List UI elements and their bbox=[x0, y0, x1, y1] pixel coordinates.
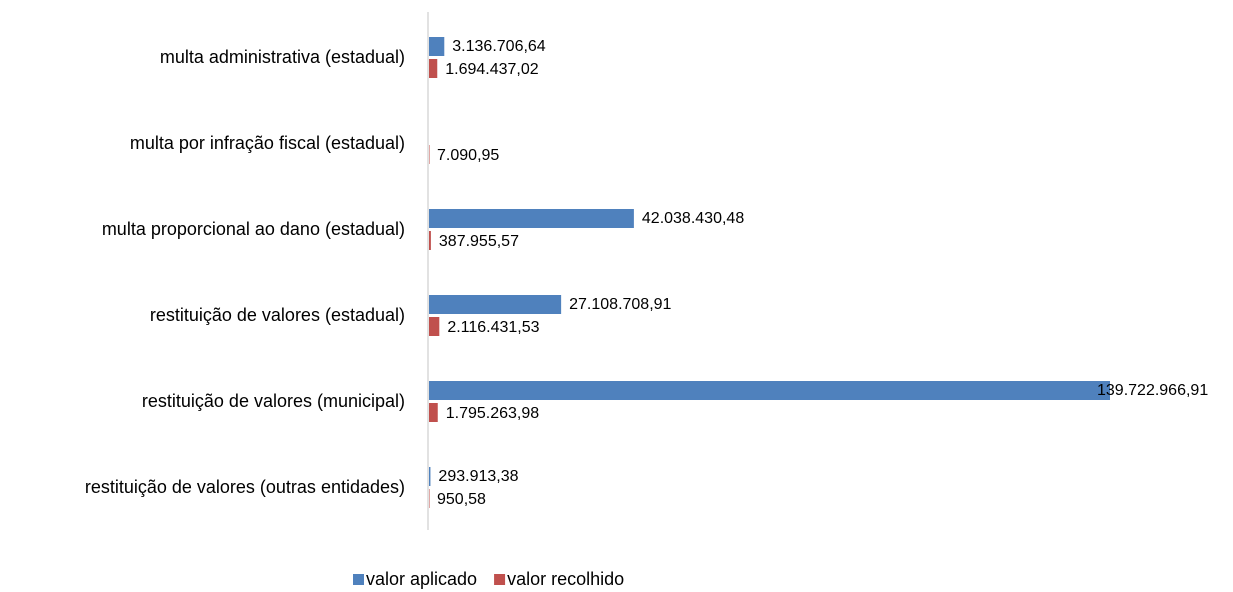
bar bbox=[429, 403, 438, 422]
bar bbox=[429, 381, 1110, 400]
value-label: 2.116.431,53 bbox=[447, 319, 539, 336]
value-label: 3.136.706,64 bbox=[452, 38, 546, 55]
bar bbox=[429, 59, 438, 78]
bar bbox=[429, 467, 431, 486]
category-label: restituição de valores (estadual) bbox=[150, 305, 405, 325]
bar bbox=[429, 317, 440, 336]
value-label: 1.795.263,98 bbox=[446, 405, 540, 422]
value-label: 139.722.966,91 bbox=[1097, 382, 1208, 399]
bar bbox=[429, 231, 431, 250]
value-label: 387.955,57 bbox=[439, 233, 519, 250]
bar bbox=[429, 295, 562, 314]
bar bbox=[429, 37, 445, 56]
value-label: 7.090,95 bbox=[437, 147, 499, 164]
legend-label: valor recolhido bbox=[507, 569, 624, 589]
legend-label: valor aplicado bbox=[366, 569, 477, 589]
value-label: 42.038.430,48 bbox=[642, 210, 744, 227]
bar bbox=[429, 145, 430, 164]
value-label: 293.913,38 bbox=[438, 468, 518, 485]
legend-swatch bbox=[353, 574, 364, 585]
bar bbox=[429, 489, 430, 508]
legend-swatch bbox=[494, 574, 506, 585]
category-label: multa por infração fiscal (estadual) bbox=[130, 133, 405, 153]
value-label: 950,58 bbox=[437, 491, 486, 508]
bar bbox=[429, 209, 634, 228]
category-label: multa administrativa (estadual) bbox=[160, 47, 405, 67]
category-label: restituição de valores (outras entidades… bbox=[85, 477, 405, 497]
value-label: 27.108.708,91 bbox=[569, 296, 671, 313]
value-label: 1.694.437,02 bbox=[445, 61, 539, 78]
category-label: multa proporcional ao dano (estadual) bbox=[102, 219, 405, 239]
category-label: restituição de valores (municipal) bbox=[142, 391, 405, 411]
